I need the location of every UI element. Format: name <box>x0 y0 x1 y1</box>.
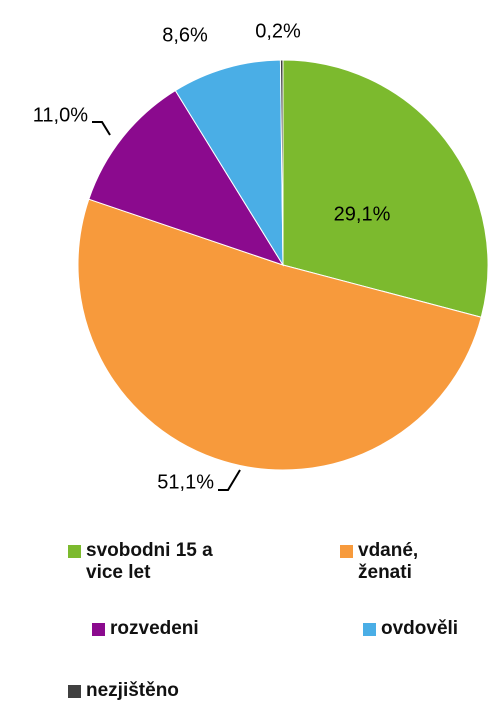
legend-swatch <box>68 685 81 698</box>
legend-label: nezjištěno <box>86 680 179 701</box>
legend-label: vdané, ženati <box>358 540 419 583</box>
legend-label: svobodni 15 a vice let <box>86 540 213 583</box>
leader-line <box>218 469 241 491</box>
data-label: 29,1% <box>334 203 391 225</box>
legend-swatch <box>92 623 105 636</box>
legend-item: svobodni 15 a vice let <box>68 540 268 584</box>
data-label: 8,6% <box>162 24 208 46</box>
data-label: 11,0% <box>33 104 88 126</box>
legend-item: ovdověli <box>363 618 488 640</box>
legend-swatch <box>340 545 353 558</box>
legend-item: rozvedeni <box>92 618 292 640</box>
legend-label: rozvedeni <box>110 618 199 639</box>
legend-label: ovdověli <box>381 618 459 639</box>
leader-line <box>92 121 111 136</box>
pie-slice <box>174 59 284 267</box>
legend-swatch <box>68 545 81 558</box>
data-label: 0,2% <box>255 20 301 42</box>
legend-item: nezjištěno <box>68 680 268 702</box>
pie-slice <box>77 198 482 471</box>
legend-swatch <box>363 623 376 636</box>
data-label: 51,1% <box>157 471 214 493</box>
legend-item: vdané, ženati <box>340 540 480 584</box>
chart: 29,1% 51,1% 11,0% 8,6% 0,2% <box>33 20 488 493</box>
pie-slice <box>279 59 284 266</box>
pie-slice <box>88 89 285 266</box>
